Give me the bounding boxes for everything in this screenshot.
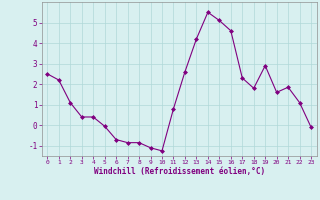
X-axis label: Windchill (Refroidissement éolien,°C): Windchill (Refroidissement éolien,°C) xyxy=(94,167,265,176)
